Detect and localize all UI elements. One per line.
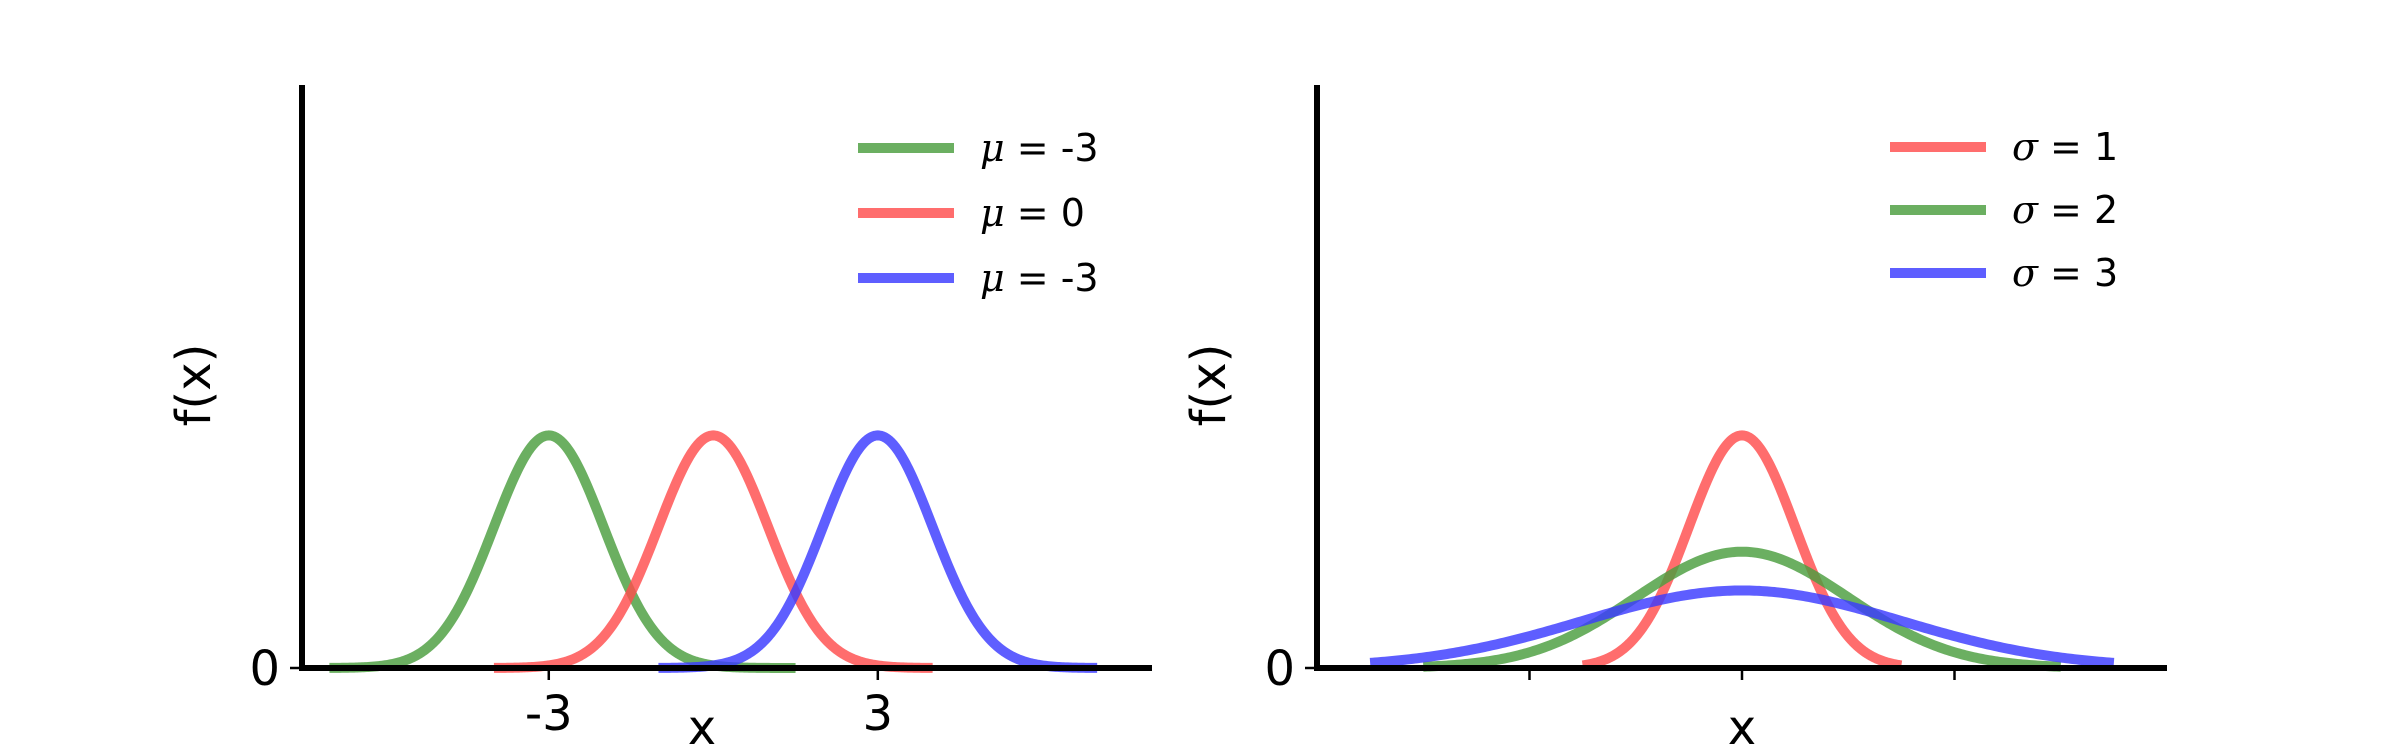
y-tick-label-0: 0 bbox=[1264, 641, 1295, 697]
legend-entry-0: μ = -3 bbox=[980, 126, 1099, 170]
legend-entry-1: σ = 2 bbox=[2012, 188, 2118, 232]
x-axis-label: x bbox=[1728, 700, 1756, 750]
legend-entry-2: μ = -3 bbox=[980, 256, 1099, 300]
y-tick-label-0: 0 bbox=[249, 641, 280, 697]
y-axis-label: f(x) bbox=[166, 344, 222, 427]
series-line-1 bbox=[1420, 546, 2064, 672]
legend-entry-1: μ = 0 bbox=[980, 191, 1085, 235]
series-line-0 bbox=[1578, 430, 1906, 671]
x-tick-label-1: 3 bbox=[863, 686, 894, 742]
chart-panel-mean-shift: -3 3 0 x f(x) μ = -3 μ = 0 μ = -3 bbox=[166, 85, 1152, 750]
series-line-2 bbox=[654, 430, 1101, 673]
legend-entry-2: σ = 3 bbox=[2012, 251, 2118, 295]
series-line-2 bbox=[1367, 585, 2117, 668]
series-line-1 bbox=[490, 430, 937, 673]
y-axis-label: f(x) bbox=[1181, 344, 1237, 427]
x-axis-label: x bbox=[688, 700, 716, 750]
x-tick-label-0: -3 bbox=[525, 686, 573, 742]
chart-panel-sigma-spread: 0 x f(x) σ = 1 σ = 2 σ = 3 bbox=[1181, 85, 2167, 750]
legend-entry-0: σ = 1 bbox=[2012, 125, 2118, 169]
series-line-0 bbox=[325, 430, 799, 673]
